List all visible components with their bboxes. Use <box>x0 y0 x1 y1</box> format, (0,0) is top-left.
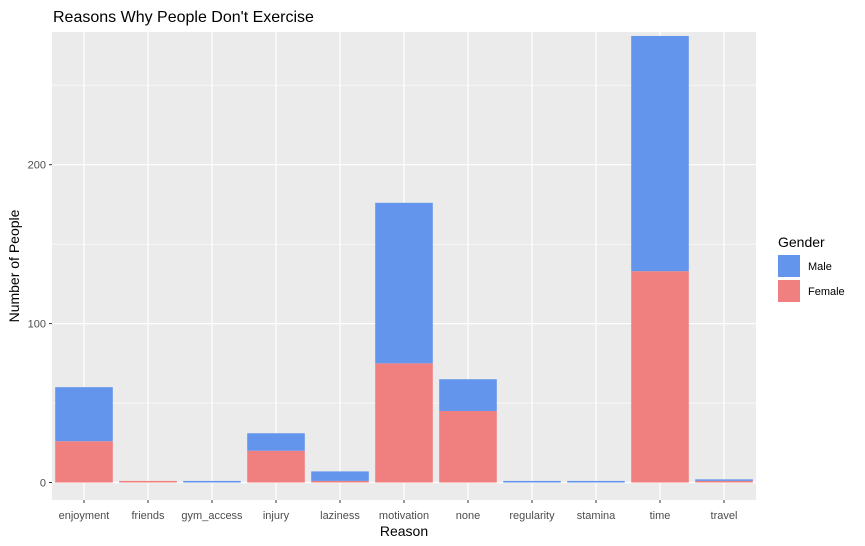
x-axis-ticks: enjoyment friends gym_access injury laziness… <box>59 500 738 522</box>
grid-lines <box>52 32 756 500</box>
legend-key-female <box>778 280 800 302</box>
chart-title: Reasons Why People Don't Exercise <box>53 9 314 26</box>
bar-male-travel <box>695 479 753 481</box>
y-tick-label: 200 <box>28 160 46 172</box>
bar-female-time <box>631 271 689 483</box>
bars <box>55 35 753 483</box>
y-tick-label: 100 <box>28 319 46 331</box>
y-axis-ticks: 0 100 200 <box>28 160 52 490</box>
legend-title: Gender <box>778 234 825 250</box>
x-tick-label-stamina: stamina <box>577 510 616 522</box>
x-tick-label-time: time <box>650 510 671 522</box>
bar-male-regularity <box>503 480 561 483</box>
bar-male-stamina <box>567 480 625 483</box>
bar-male-laziness <box>311 471 369 481</box>
bar-female-laziness <box>311 480 369 483</box>
bar-female-motivation <box>375 363 433 483</box>
bar-female-friends <box>119 480 177 483</box>
legend-key-male <box>778 255 800 277</box>
bar-female-travel <box>695 480 753 483</box>
y-tick-label: 0 <box>40 478 46 490</box>
x-axis-title: Reason <box>380 523 428 539</box>
x-tick-label-friends: friends <box>131 510 165 522</box>
bar-female-none <box>439 411 497 483</box>
x-tick-label-injury: injury <box>263 510 290 522</box>
x-tick-label-laziness: laziness <box>320 510 360 522</box>
x-tick-label-enjoyment: enjoyment <box>59 510 110 522</box>
bar-male-motivation <box>375 202 433 364</box>
legend-label-female: Female <box>808 286 845 298</box>
y-axis-title: Number of People <box>6 209 22 322</box>
bar-male-injury <box>247 433 305 451</box>
x-tick-label-travel: travel <box>711 510 738 522</box>
x-tick-label-none: none <box>456 510 480 522</box>
bar-female-enjoyment <box>55 441 113 483</box>
bar-male-enjoyment <box>55 387 113 442</box>
bar-male-none <box>439 379 497 412</box>
bar-male-gym_access <box>183 480 241 483</box>
bar-male-time <box>631 35 689 272</box>
x-tick-label-regularity: regularity <box>509 510 555 522</box>
bar-female-injury <box>247 450 305 483</box>
x-tick-label-motivation: motivation <box>379 510 429 522</box>
x-tick-label-gym_access: gym_access <box>181 510 243 522</box>
legend-label-male: Male <box>808 261 832 273</box>
legend: Gender Male Female <box>778 234 845 302</box>
